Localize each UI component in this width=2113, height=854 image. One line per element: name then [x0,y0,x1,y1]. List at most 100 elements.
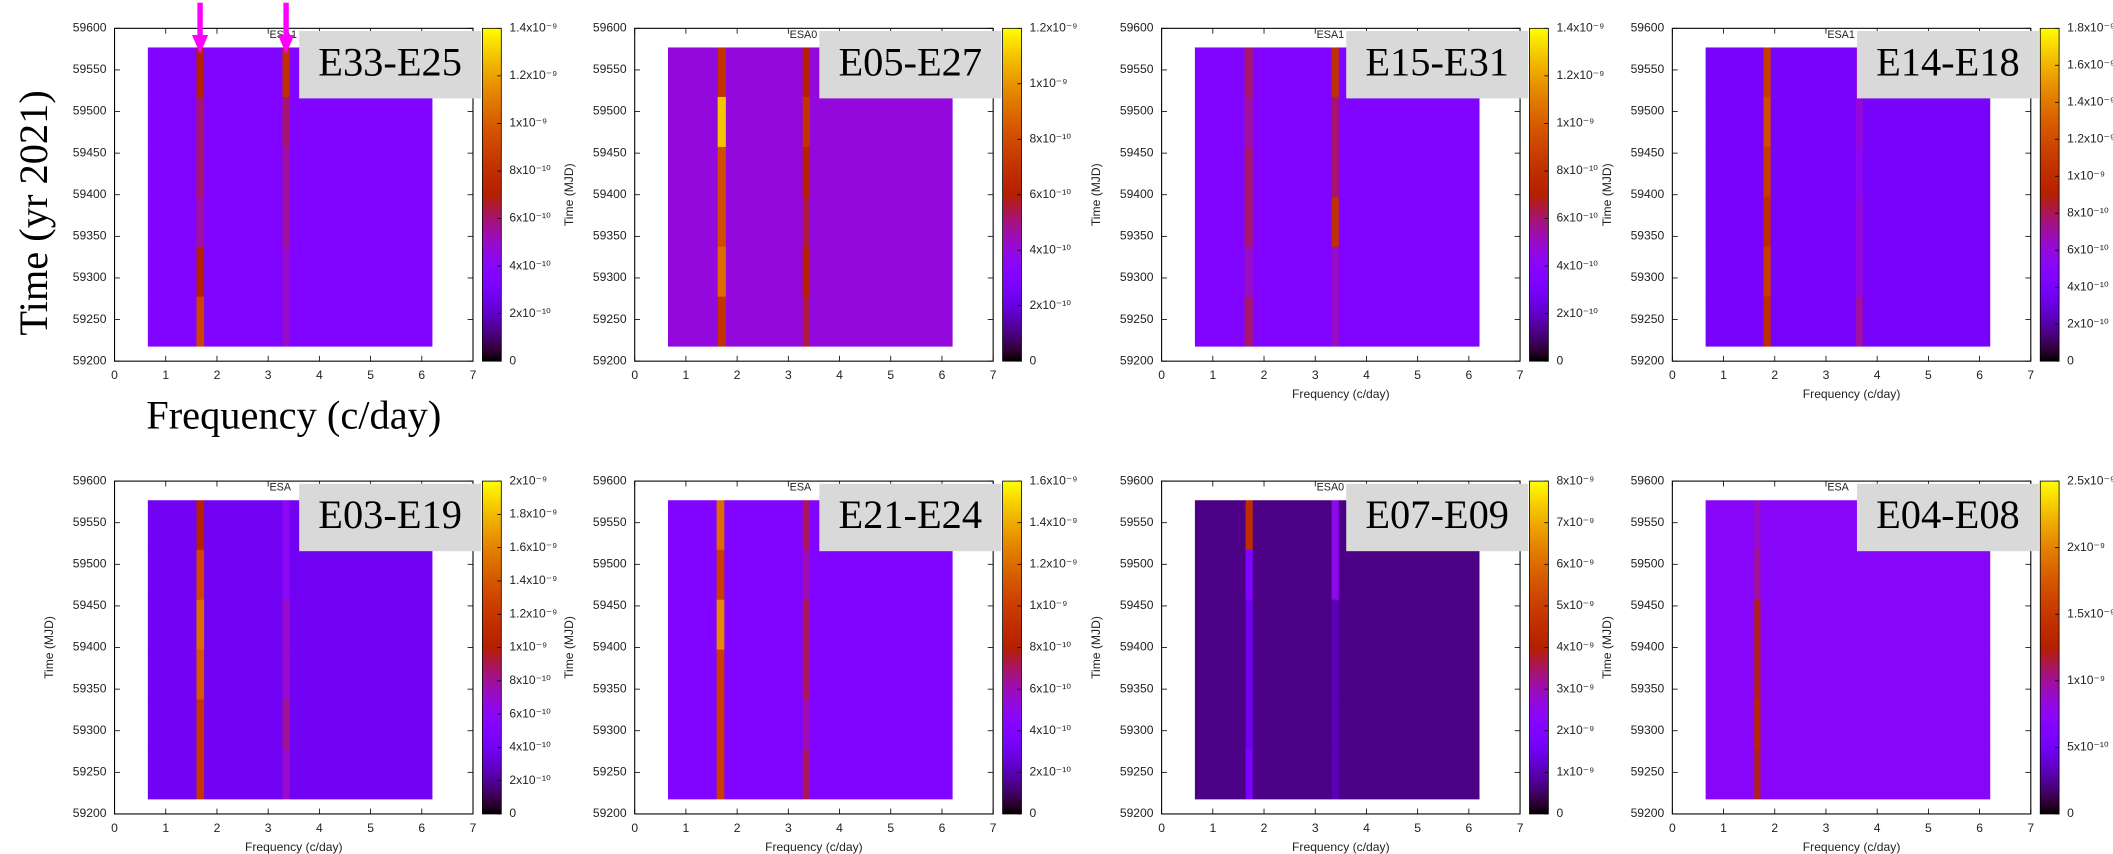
heatmap-cell [204,500,283,550]
legend-key: ESA1 [1827,29,1855,41]
y-tick-label: 59250 [1631,312,1665,326]
y-tick-label: 59300 [1631,270,1665,284]
panel-title: E07-E09 [1365,492,1509,537]
title-box [1346,483,1529,552]
colorbar-tick-label: 4x10⁻¹⁰ [1556,258,1598,272]
colorbar [2039,480,2060,815]
y-axis-title: Time (MJD) [1089,163,1103,226]
x-tick-label: 0 [631,368,638,382]
heatmap-cell [204,196,283,247]
heatmap-cell [204,146,283,197]
colorbar-tick-label: 2.5x10⁻⁹ [2067,473,2113,487]
colorbar-tick-label: 6x10⁻¹⁰ [509,211,551,225]
heatmap-cell [1252,500,1333,550]
y-tick-label: 59450 [73,598,107,612]
y-tick-label: 59250 [73,765,107,779]
y-tick-label: 59600 [1120,21,1154,35]
title-box [1856,483,2039,552]
heatmap-cell [724,599,804,650]
heatmap-cell [1194,96,1245,147]
heatmap-cell [802,749,811,800]
x-tick-label: 5 [367,821,374,835]
heatmap-cell [1331,500,1340,550]
colorbar-tick-label: 6x10⁻¹⁰ [2067,242,2109,256]
heatmap-cell [809,246,953,297]
legend-key: ESA [1827,482,1849,494]
x-tick-label: 1 [1720,368,1727,382]
heatmap-cell [1244,196,1254,247]
legend-key: ESA1 [1317,29,1345,41]
x-tick-label: 5 [1925,368,1932,382]
x-axis-title: Frequency (c/day) [1292,387,1390,401]
colorbar-tick-label: 2x10⁻¹⁰ [509,306,551,320]
heatmap-cell [1760,599,1991,650]
heatmap-cell [1245,599,1254,650]
colorbar-tick-label: 1x10⁻⁹ [1556,116,1594,130]
y-tick-label: 59250 [1631,765,1665,779]
y-tick-label: 59400 [73,640,107,654]
heatmap-cell [1760,699,1991,750]
x-tick-label: 4 [836,821,843,835]
heatmap-cell [147,500,197,550]
panel-title: E04-E08 [1876,492,2020,537]
heatmap-cell [289,146,433,197]
y-tick-label: 59500 [593,557,627,571]
colorbar-tick-label: 1x10⁻⁹ [1030,598,1068,612]
heatmap-cell [725,246,804,297]
colorbar-tick-label: 4x10⁻⁹ [1556,640,1594,654]
colorbar-tick-label: 1.2x10⁻⁹ [1030,557,1078,571]
heatmap-cell [802,47,811,97]
x-tick-label: 7 [1517,368,1524,382]
panel: 0 1 2 3 4 5 6 7 59200 59250 59300 59350 59400 59450 59… [42,473,557,854]
y-tick-label: 59450 [73,145,107,159]
panel: 0 1 2 3 4 5 6 7 59200 59250 59300 59350 59400 59450 59… [1600,473,2113,854]
heatmap-cell [196,649,205,700]
x-tick-label: 3 [1823,368,1830,382]
title-box [819,31,1002,99]
heatmap-cell [196,699,205,750]
heatmap-cell [204,96,283,147]
y-tick-label: 59200 [1631,353,1665,367]
heatmap-cell [1705,599,1755,650]
heatmap-cell [204,47,283,97]
heatmap-cell [725,146,804,197]
colorbar-tick-label: 8x10⁻¹⁰ [509,673,551,687]
x-tick-label: 4 [316,368,323,382]
panel-title: E05-E27 [838,39,982,84]
heatmap-cell [1862,296,1991,347]
colorbar-tick-label: 1.4x10⁻⁹ [1556,21,1604,35]
colorbar-tick-label: 1.4x10⁻⁹ [2067,94,2113,108]
heatmap-cell [1244,246,1254,297]
heatmap-cell [196,296,205,347]
heatmap-cell [147,699,197,750]
heatmap-cell [1770,246,1857,297]
heatmap-cell [196,146,205,197]
x-tick-label: 3 [265,368,272,382]
y-tick-label: 59400 [1120,187,1154,201]
heatmap-cell [1770,146,1857,197]
heatmap-cell [667,96,719,147]
x-tick-label: 7 [470,368,477,382]
x-tick-label: 2 [1771,368,1778,382]
heatmap-cell [802,500,811,550]
x-tick-label: 3 [265,821,272,835]
arrow-head [191,35,209,54]
heatmap-cell [1770,47,1857,97]
heatmap-cell [1331,599,1340,650]
y-tick-label: 59600 [593,21,627,35]
heatmap-cell [147,146,197,197]
colorbar-tick-label: 1.6x10⁻⁹ [509,540,557,554]
heatmap-cell [1855,296,1864,347]
y-tick-label: 59400 [1120,640,1154,654]
heatmap-cell [282,47,291,97]
heatmap-cell [147,196,197,247]
heatmap-cell [717,47,727,97]
heatmap-cell [1338,296,1480,347]
y-tick-label: 59200 [73,353,107,367]
y-tick-label: 59350 [1631,681,1665,695]
heatmap-cell [147,96,197,147]
heatmap-cell [289,549,433,600]
heatmap-cell [802,549,811,600]
heatmap-cell [1338,549,1480,600]
